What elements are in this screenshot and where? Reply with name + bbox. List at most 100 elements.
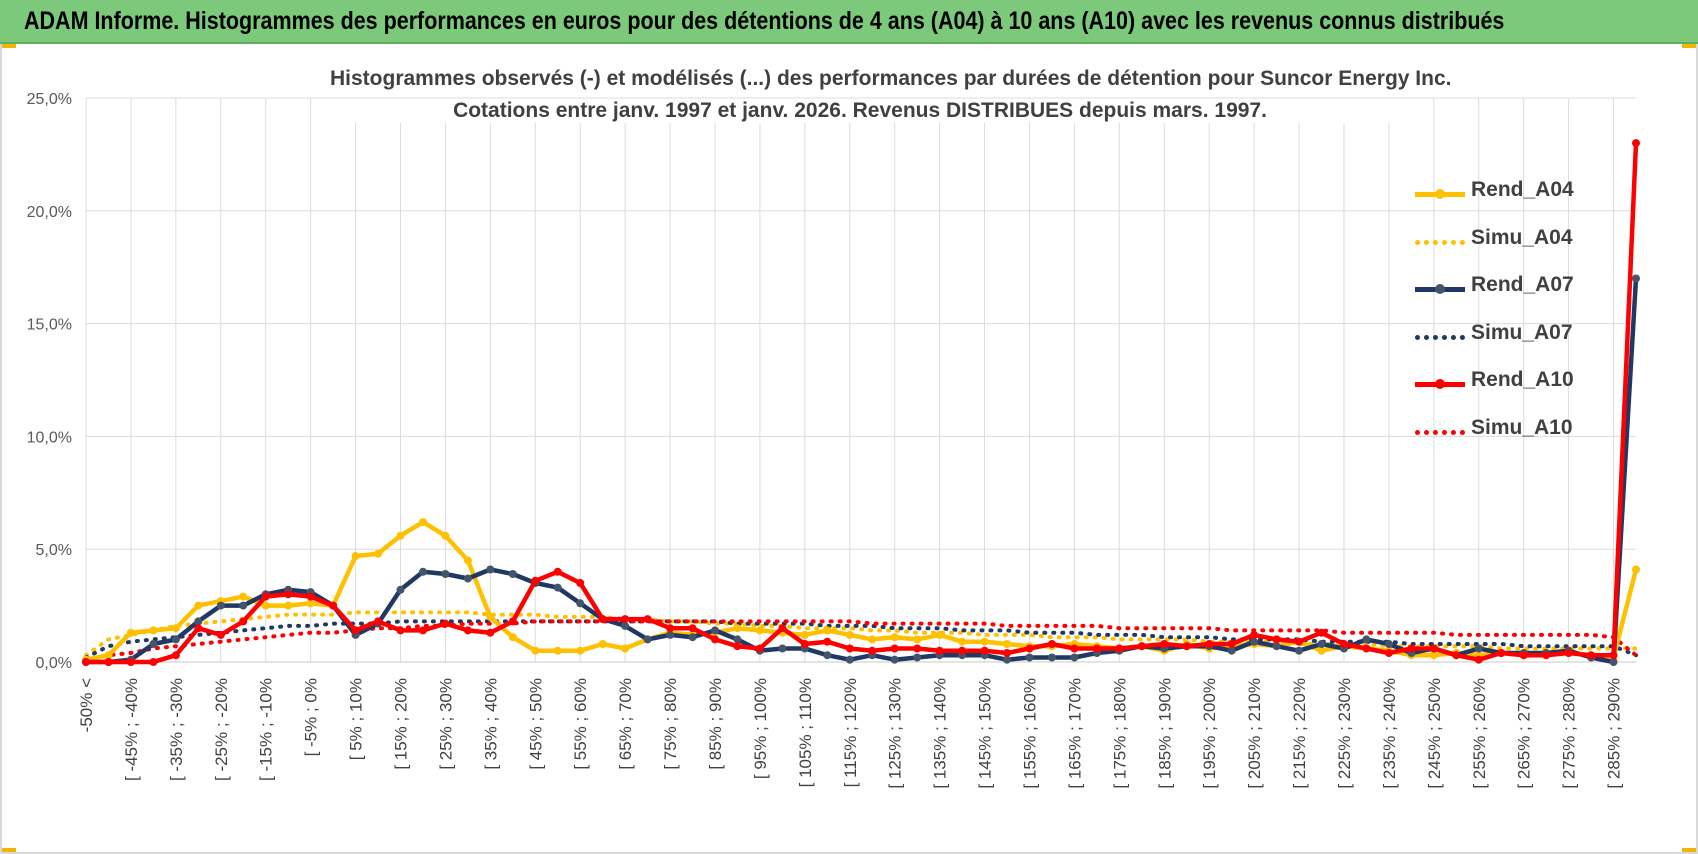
- x-tick-label: [ -15% ; -10%: [257, 678, 276, 781]
- data-point-rend-a10: [958, 646, 967, 655]
- data-point-rend-a10: [913, 644, 922, 653]
- data-point-rend-a04: [239, 592, 248, 601]
- data-point-rend-a07: [890, 655, 899, 664]
- x-tick-label: [ 75% ; 80%: [661, 678, 680, 770]
- x-tick-label: [ -5% ; 0%: [302, 678, 321, 756]
- data-point-rend-a10: [823, 637, 832, 646]
- data-point-rend-a07: [913, 653, 922, 662]
- data-point-rend-a04: [374, 549, 382, 558]
- data-point-rend-a10: [486, 628, 495, 637]
- data-point-rend-a04: [104, 651, 113, 660]
- data-point-rend-a10: [1564, 649, 1573, 657]
- data-point-rend-a10: [621, 615, 630, 624]
- corner-marker: [1682, 848, 1696, 852]
- data-point-rend-a10: [149, 658, 158, 666]
- data-point-rend-a07: [643, 635, 652, 644]
- x-tick-label: [ 265% ; 270%: [1515, 678, 1534, 789]
- report-title: ADAM Informe. Histogrammes des performan…: [24, 7, 1505, 35]
- data-point-rend-a04: [890, 633, 899, 642]
- x-tick-label: [ 85% ; 90%: [706, 678, 725, 770]
- x-tick-label: [ 195% ; 200%: [1200, 678, 1219, 789]
- data-point-rend-a10: [463, 626, 472, 635]
- data-point-rend-a07: [149, 640, 158, 648]
- data-point-rend-a07: [553, 583, 562, 592]
- data-point-rend-a10: [239, 617, 248, 626]
- data-point-rend-a07: [508, 570, 517, 578]
- legend-swatch: [1415, 429, 1465, 435]
- data-point-rend-a04: [261, 601, 270, 610]
- data-point-rend-a04: [845, 630, 854, 639]
- legend-swatch: [1415, 239, 1465, 245]
- data-point-rend-a04: [553, 646, 562, 655]
- data-point-rend-a10: [441, 619, 450, 628]
- data-point-rend-a10: [553, 567, 562, 576]
- y-tick-label: 10,0%: [27, 429, 72, 446]
- x-tick-label: [ 185% ; 190%: [1155, 678, 1174, 789]
- data-point-rend-a04: [396, 531, 405, 540]
- data-point-rend-a10: [1070, 644, 1079, 653]
- data-point-rend-a04: [194, 601, 203, 610]
- data-point-rend-a07: [1317, 640, 1326, 648]
- data-point-rend-a10: [778, 624, 787, 633]
- data-point-rend-a10: [1250, 630, 1259, 639]
- data-point-rend-a07: [1362, 635, 1371, 644]
- x-tick-label: [ 165% ; 170%: [1065, 678, 1084, 789]
- legend-marker: [1435, 284, 1445, 294]
- data-point-rend-a04: [1317, 646, 1326, 655]
- data-point-rend-a07: [688, 633, 697, 642]
- data-point-rend-a10: [1115, 644, 1124, 653]
- x-tick-label: [ -45% ; -40%: [122, 678, 141, 781]
- x-tick-label: [ 15% ; 20%: [391, 678, 410, 770]
- data-point-rend-a10: [1295, 637, 1303, 646]
- data-point-rend-a04: [823, 626, 832, 635]
- series-line-rend-a10: [86, 143, 1639, 665]
- data-point-rend-a07: [1632, 274, 1640, 283]
- data-point-rend-a04: [531, 646, 540, 655]
- data-point-rend-a07: [666, 630, 675, 639]
- x-tick-label: [ -25% ; -20%: [212, 678, 231, 781]
- data-point-rend-a04: [913, 635, 922, 644]
- data-point-rend-a07: [1609, 658, 1618, 666]
- x-tick-label: [ 215% ; 220%: [1290, 678, 1309, 789]
- data-point-rend-a10: [1272, 635, 1281, 644]
- data-point-rend-a04: [126, 628, 135, 637]
- series-line-rend-a04: [85, 519, 1639, 662]
- data-point-rend-a10: [1474, 655, 1483, 664]
- chart-title: Histogrammes observés (-) et modélisés (…: [330, 67, 1452, 91]
- legend-swatch: [1415, 189, 1465, 199]
- x-tick-label: [ 65% ; 70%: [616, 678, 635, 770]
- data-point-rend-a04: [980, 637, 989, 646]
- data-point-rend-a10: [576, 579, 585, 587]
- legend-label: Simu_A10: [1471, 415, 1573, 439]
- data-point-rend-a07: [396, 585, 405, 594]
- data-point-rend-a10: [868, 646, 877, 655]
- legend-label: Rend_A04: [1471, 178, 1574, 201]
- data-point-rend-a10: [1429, 644, 1438, 653]
- data-point-rend-a04: [463, 556, 472, 565]
- x-tick-label: [ 255% ; 260%: [1470, 678, 1489, 789]
- data-point-rend-a04: [958, 637, 967, 646]
- data-point-rend-a10: [935, 646, 944, 655]
- data-point-rend-a04: [149, 626, 158, 635]
- corner-marker: [2, 848, 16, 852]
- data-point-rend-a07: [486, 565, 495, 574]
- data-point-rend-a10: [171, 651, 180, 660]
- data-point-rend-a07: [1474, 644, 1483, 653]
- x-tick-label: [ 25% ; 30%: [436, 678, 455, 770]
- data-point-rend-a10: [284, 590, 293, 599]
- data-point-rend-a04: [351, 552, 360, 560]
- corner-marker: [2, 44, 16, 48]
- corner-marker: [1682, 44, 1696, 48]
- data-point-rend-a10: [1182, 642, 1191, 651]
- x-tick-label: [ 205% ; 210%: [1245, 678, 1264, 789]
- data-point-rend-a10: [396, 626, 405, 635]
- data-point-rend-a10: [755, 644, 764, 653]
- x-tick-label: [ 285% ; 290%: [1605, 678, 1624, 789]
- legend-swatch: [1415, 334, 1465, 340]
- data-point-rend-a07: [621, 621, 630, 630]
- data-point-rend-a10: [1384, 649, 1393, 657]
- x-tick-label: [ 55% ; 60%: [571, 678, 590, 770]
- data-point-rend-a07: [1003, 655, 1011, 664]
- data-point-rend-a10: [216, 630, 225, 639]
